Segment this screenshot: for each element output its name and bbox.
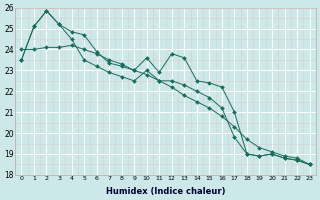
- X-axis label: Humidex (Indice chaleur): Humidex (Indice chaleur): [106, 187, 225, 196]
